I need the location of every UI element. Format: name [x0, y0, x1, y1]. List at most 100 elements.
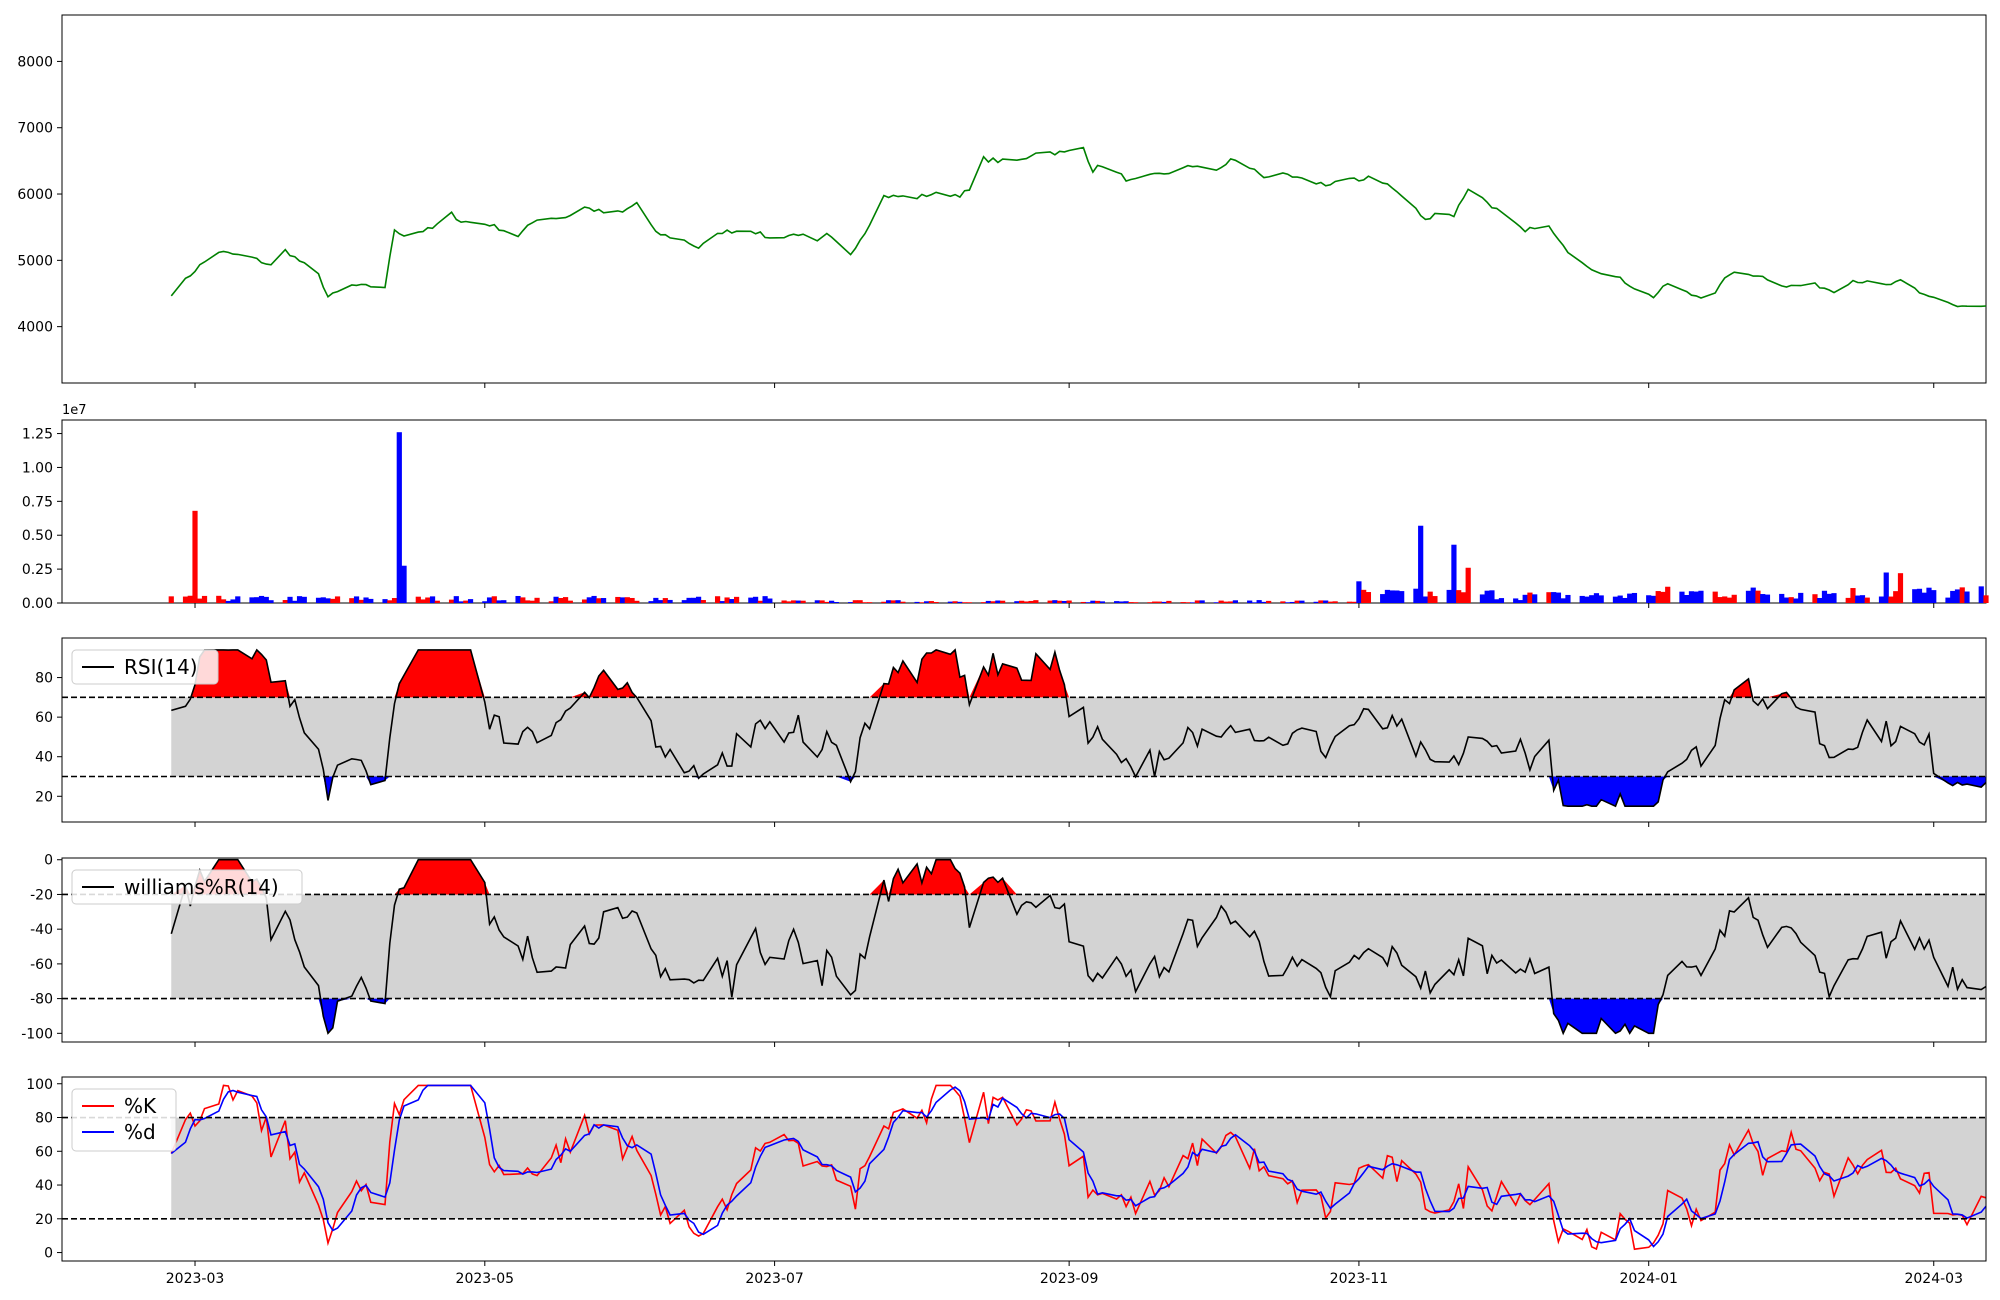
volume-bar [1560, 598, 1566, 603]
volume-bar [1598, 595, 1604, 603]
volume-bar [1285, 602, 1291, 603]
y-tick-label: 40 [35, 1178, 53, 1194]
volume-bar [1897, 573, 1904, 603]
volume-bar [1693, 591, 1699, 603]
volume-bar [1731, 594, 1737, 603]
volume-bar [458, 601, 464, 603]
volume-bar [1755, 590, 1761, 603]
volume-bar [301, 596, 307, 603]
volume-bar [1964, 591, 1970, 603]
volume-bar [1760, 594, 1766, 603]
volume-bar [1289, 601, 1296, 603]
volume-bar [558, 598, 564, 603]
x-tick-label: 2023-07 [745, 1271, 804, 1287]
volume-bar [363, 597, 369, 603]
volume-bar [1494, 599, 1500, 603]
volume-bar [1522, 594, 1528, 603]
volume-bar [1513, 598, 1519, 603]
volume-bar [296, 596, 303, 603]
volume-bar [1118, 601, 1124, 603]
volume-bar [496, 600, 502, 603]
volume-bar [168, 596, 174, 603]
y-tick-label: 0 [44, 1246, 53, 1262]
volume-bar [695, 596, 702, 603]
volume-bar [501, 600, 507, 603]
volume-bar [1052, 600, 1058, 603]
legend-box [71, 649, 219, 685]
volume-bar [1631, 592, 1638, 603]
volume-bar [387, 600, 393, 603]
volume-bar [349, 598, 355, 603]
volume-bar [886, 600, 892, 603]
volume-bar [1855, 595, 1861, 603]
volume-bar [1422, 596, 1429, 603]
volume-bar [1228, 601, 1234, 603]
volume-bar [1798, 592, 1804, 603]
volume-panel: 0.00 0.25 0.50 0.75 1.00 1.25 1e7 [22, 403, 1989, 612]
volume-bar [790, 600, 797, 603]
volume-bar [1717, 597, 1723, 603]
volume-bar [1047, 600, 1053, 603]
volume-bar [1878, 596, 1885, 603]
volume-bar [814, 600, 820, 603]
y-tick-label: 0.00 [22, 596, 53, 612]
volume-bar [700, 600, 706, 603]
volume-bar [619, 597, 626, 603]
volume-bar [287, 596, 293, 603]
volume-bar [482, 601, 488, 603]
x-tick-label: 2023-03 [166, 1271, 225, 1287]
volume-bar [662, 598, 668, 603]
volume-bar [1223, 601, 1229, 603]
y-tick-label: 20 [35, 1212, 53, 1228]
axes-frame [61, 637, 1987, 823]
y-tick-label: 60 [35, 1144, 53, 1160]
volume-bar [1931, 590, 1937, 603]
volume-bar [890, 600, 896, 603]
volume-bar [634, 600, 640, 603]
volume-bar [534, 597, 540, 603]
y-tick-label: 40 [35, 750, 53, 766]
y-tick-label: -20 [30, 887, 53, 903]
volume-bar [467, 599, 474, 603]
volume-bar [1688, 591, 1695, 603]
volume-bar [1612, 596, 1619, 603]
volume-bar [562, 597, 569, 603]
y-tick-label: -100 [21, 1026, 53, 1042]
y-tick-label: 6000 [17, 187, 53, 203]
volume-bar [1294, 600, 1300, 603]
volume-bar [990, 601, 996, 603]
volume-bar [1432, 596, 1438, 603]
volume-bar [1399, 591, 1405, 603]
oversold-fill [171, 776, 1987, 807]
y-tick-label: 100 [26, 1077, 53, 1093]
volume-bar [529, 600, 535, 603]
volume-bar [957, 601, 963, 603]
legend: williams%R(14) [71, 869, 303, 905]
volume-bar [624, 597, 630, 603]
volume-bar [235, 596, 241, 603]
volume-bar [1180, 602, 1186, 603]
legend-label: williams%R(14) [124, 875, 279, 899]
volume-bar [230, 599, 236, 603]
volume-bar [1484, 590, 1490, 603]
y-tick-label: 80 [35, 1111, 53, 1127]
volume-bar [1579, 595, 1585, 603]
volume-bar [201, 595, 208, 603]
volume-bar [653, 597, 659, 603]
volume-bar [1745, 590, 1752, 603]
volume-bar [724, 597, 730, 603]
volume-bar [1256, 600, 1262, 603]
volume-bar [752, 596, 759, 603]
volume-bar [714, 596, 721, 603]
volume-bar [667, 599, 673, 603]
volume-bar [524, 600, 531, 603]
williams-line [170, 858, 1987, 1036]
volume-bar [463, 600, 469, 603]
volume-bar [368, 598, 374, 603]
k-line [170, 1084, 1987, 1251]
volume-bar [1166, 600, 1172, 603]
volume-bar [1061, 600, 1067, 603]
volume-bar [762, 596, 768, 603]
volume-bar [1380, 594, 1386, 603]
volume-bar [1826, 593, 1832, 603]
